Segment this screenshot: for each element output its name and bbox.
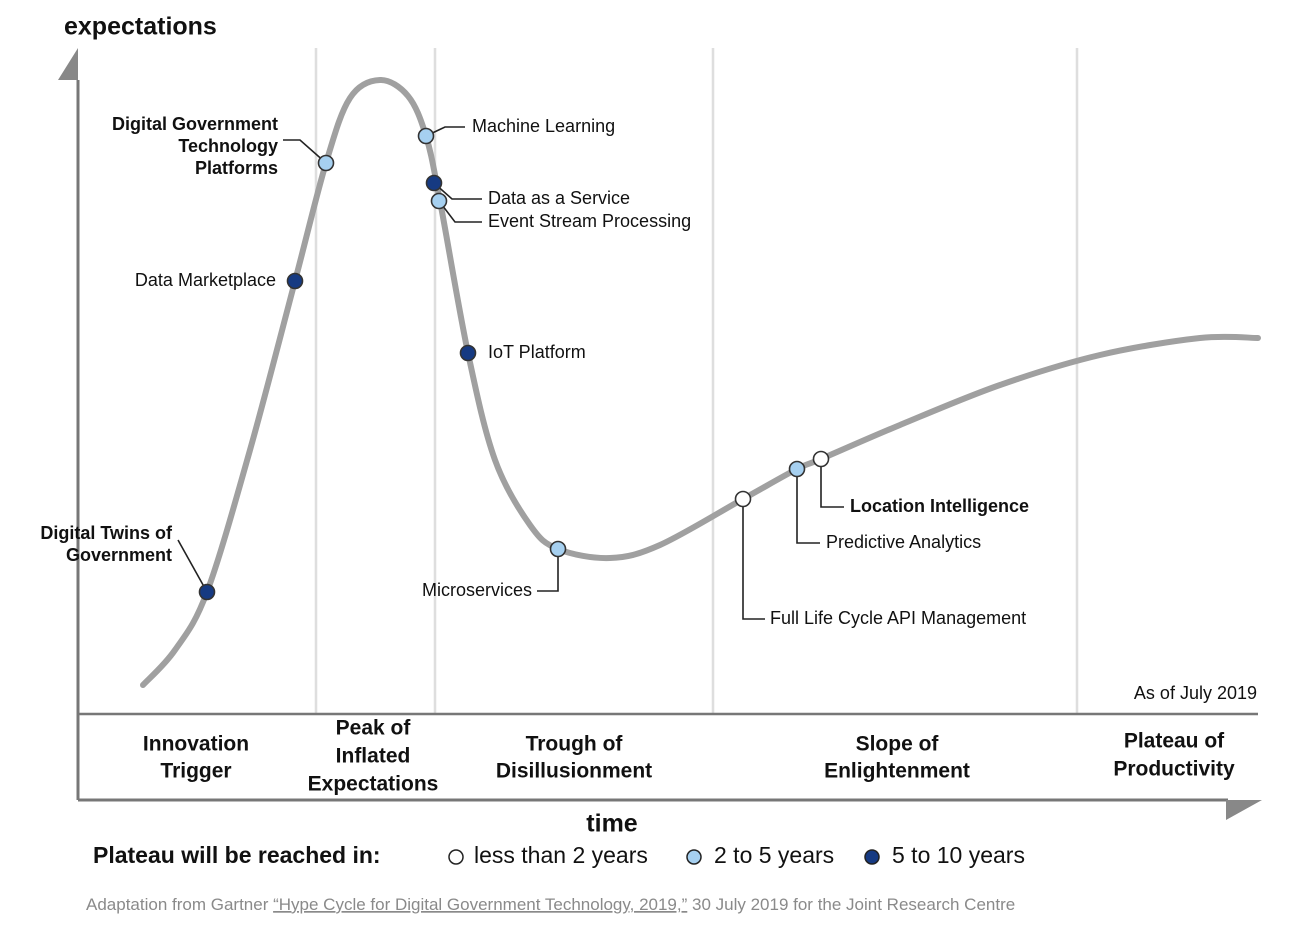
phase-label: Disillusionment	[496, 760, 652, 783]
technology-dot	[734, 490, 752, 508]
phase-label: Plateau of	[1124, 730, 1225, 753]
x-axis-label: time	[586, 810, 638, 838]
technology-dot	[812, 450, 830, 468]
technology-dot	[417, 127, 435, 145]
legend-label: 5 to 10 years	[892, 842, 1025, 868]
phase-label: Trough of	[526, 733, 624, 756]
leader-line	[537, 549, 559, 592]
footnote-link[interactable]: “Hype Cycle for Digital Government Techn…	[273, 895, 688, 914]
legend-title: Plateau will be reached in:	[93, 842, 381, 868]
legend-marker	[864, 849, 880, 865]
legend-label: 2 to 5 years	[714, 842, 834, 868]
technology-label: Microservices	[422, 580, 532, 600]
footnote-prefix: Adaptation from Gartner	[86, 895, 273, 914]
x-axis-arrow	[1226, 800, 1262, 820]
technology-label: Full Life Cycle API Management	[770, 608, 1026, 628]
phase-label: Slope of	[856, 733, 940, 756]
phase-label: Innovation	[143, 733, 249, 756]
phase-label: Expectations	[308, 773, 439, 796]
technology-dot	[286, 272, 304, 290]
technology-label: IoT Platform	[488, 342, 586, 362]
technology-label: Technology	[178, 136, 278, 156]
phase-label: Trigger	[160, 760, 231, 783]
legend-marker	[686, 849, 702, 865]
technology-dot	[317, 154, 335, 172]
technology-dot	[425, 174, 443, 192]
technology-label: Platforms	[195, 158, 278, 178]
technology-dot	[430, 192, 448, 210]
footnote: Adaptation from Gartner “Hype Cycle for …	[86, 895, 1015, 914]
technology-label: Predictive Analytics	[826, 532, 981, 552]
phase-label: Productivity	[1113, 758, 1235, 781]
y-axis-arrow	[58, 48, 78, 80]
leader-line	[742, 499, 765, 620]
technology-label: Data as a Service	[488, 188, 630, 208]
technology-dot	[198, 583, 216, 601]
technology-label: Government	[66, 545, 172, 565]
leader-line	[177, 539, 208, 593]
footnote-suffix: 30 July 2019 for the Joint Research Cent…	[687, 895, 1015, 914]
y-axis-label: expectations	[64, 13, 217, 41]
technology-dot	[459, 344, 477, 362]
technology-dot	[788, 460, 806, 478]
legend-marker	[448, 849, 464, 865]
legend-label: less than 2 years	[474, 842, 648, 868]
leader-line	[283, 139, 327, 164]
technology-dot	[549, 540, 567, 558]
as-of-note: As of July 2019	[1134, 683, 1257, 703]
technology-label: Machine Learning	[472, 116, 615, 136]
phase-label: Enlightenment	[824, 760, 970, 783]
phase-label: Peak of	[336, 717, 412, 740]
leader-line	[820, 459, 844, 508]
technology-label: Event Stream Processing	[488, 211, 691, 231]
hype-curve	[140, 77, 1261, 688]
technology-label: Digital Twins of	[40, 523, 173, 543]
phase-label: Inflated	[336, 745, 411, 768]
leader-line	[796, 469, 820, 544]
leader-line	[438, 200, 482, 223]
legend: less than 2 years 2 to 5 years 5 to 10 yea…	[448, 842, 1025, 868]
technology-label: Location Intelligence	[850, 496, 1029, 516]
technology-label: Data Marketplace	[135, 270, 276, 290]
technology-label: Digital Government	[112, 114, 278, 134]
